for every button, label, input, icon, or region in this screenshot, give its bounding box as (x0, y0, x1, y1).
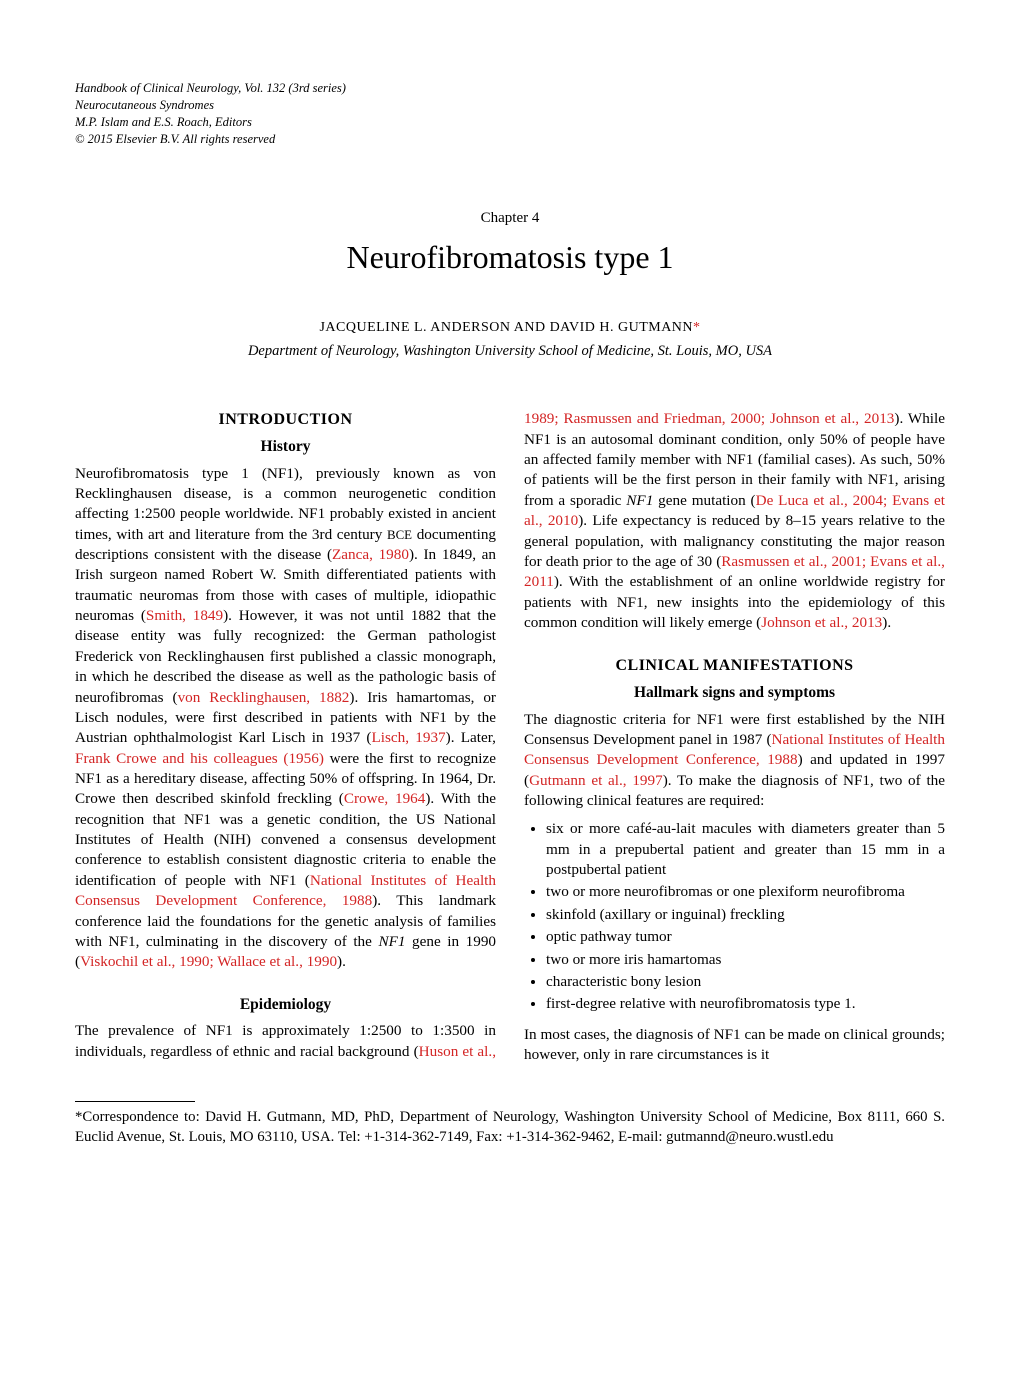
section-heading-clinical: CLINICAL MANIFESTATIONS (524, 655, 945, 676)
header-line: Handbook of Clinical Neurology, Vol. 132… (75, 80, 945, 97)
bce-smallcaps: BCE (387, 527, 412, 542)
paragraph-diagnostic: The diagnostic criteria for NF1 were fir… (524, 710, 945, 812)
publication-header: Handbook of Clinical Neurology, Vol. 132… (75, 80, 945, 148)
authors: JACQUELINE L. ANDERSON AND DAVID H. GUTM… (75, 319, 945, 338)
citation: Johnson et al., 2013 (761, 614, 882, 631)
citation: Viskochil et al., 1990; Wallace et al., … (80, 953, 337, 970)
citation: Frank Crowe and his colleagues (1956) (75, 750, 324, 767)
paragraph-closing: In most cases, the diagnosis of NF1 can … (524, 1025, 945, 1066)
citation: Smith, 1849 (146, 607, 223, 624)
citation: Lisch, 1937 (371, 729, 445, 746)
header-line: M.P. Islam and E.S. Roach, Editors (75, 114, 945, 131)
chapter-title: Neurofibromatosis type 1 (75, 236, 945, 279)
correspondence-footnote: *Correspondence to: David H. Gutmann, MD… (75, 1108, 945, 1148)
gene-italic: NF1 (378, 933, 405, 950)
citation: von Recklinghausen, 1882 (178, 689, 350, 706)
list-item: skinfold (axillary or inguinal) frecklin… (546, 905, 945, 925)
citation: Crowe, 1964 (344, 790, 426, 807)
list-item: optic pathway tumor (546, 927, 945, 947)
author-names: JACQUELINE L. ANDERSON AND DAVID H. GUTM… (319, 320, 693, 335)
footnote-rule (75, 1101, 195, 1102)
list-item: two or more iris hamartomas (546, 950, 945, 970)
subsection-heading-epidemiology: Epidemiology (75, 995, 496, 1016)
subsection-heading-hallmark: Hallmark signs and symptoms (524, 683, 945, 704)
citation: Gutmann et al., 1997 (529, 772, 663, 789)
diagnostic-criteria-list: six or more café-au-lait macules with di… (524, 819, 945, 1014)
subsection-heading-history: History (75, 437, 496, 458)
chapter-label: Chapter 4 (75, 208, 945, 228)
header-line: © 2015 Elsevier B.V. All rights reserved (75, 131, 945, 148)
list-item: characteristic bony lesion (546, 972, 945, 992)
list-item: two or more neurofibromas or one plexifo… (546, 882, 945, 902)
gene-italic: NF1 (626, 492, 653, 509)
affiliation: Department of Neurology, Washington Univ… (75, 342, 945, 362)
citation: Zanca, 1980 (332, 546, 409, 563)
header-line: Neurocutaneous Syndromes (75, 97, 945, 114)
list-item: six or more café-au-lait macules with di… (546, 819, 945, 880)
list-item: first-degree relative with neurofibromat… (546, 994, 945, 1014)
body-columns: INTRODUCTION History Neurofibromatosis t… (75, 409, 945, 1065)
corresponding-asterisk: * (693, 320, 701, 335)
section-heading-introduction: INTRODUCTION (75, 409, 496, 430)
paragraph-history: Neurofibromatosis type 1 (NF1), previous… (75, 464, 496, 973)
